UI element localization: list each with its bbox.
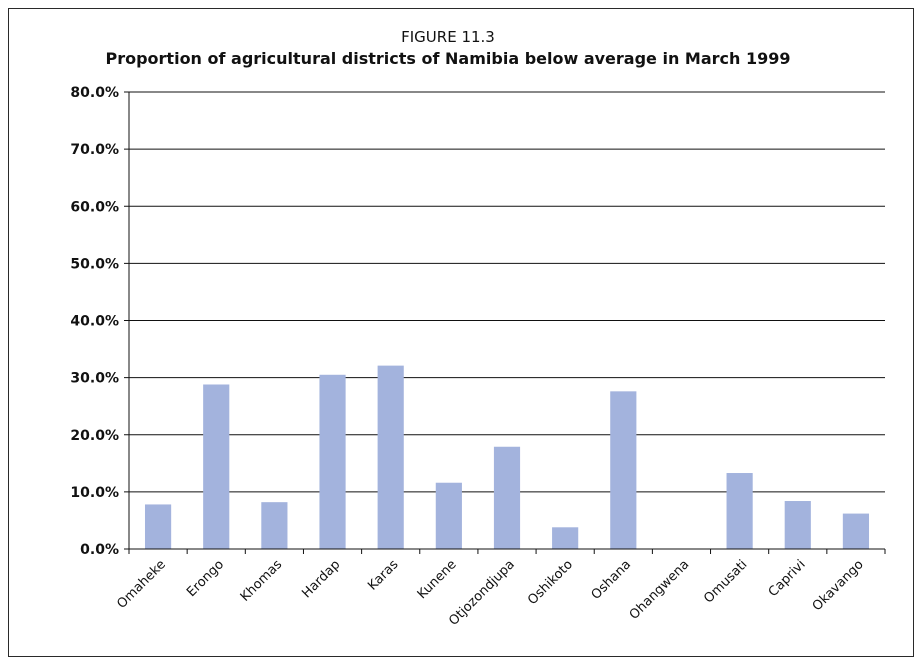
- x-axis: [128, 92, 886, 554]
- x-category-label: Omusati: [701, 557, 750, 606]
- bar: [144, 504, 172, 549]
- bar-chart: FIGURE 11.3 Proportion of agricultural d…: [70, 28, 886, 629]
- x-category-label: Omaheke: [114, 557, 169, 612]
- x-category-label: Ohangwena: [627, 557, 693, 623]
- x-axis-labels: Omaheke Erongo Khomas Hardap Karas KuneneOtjo…: [114, 557, 866, 629]
- bar: [261, 502, 288, 549]
- figure-frame: FIGURE 11.3 Proportion of agricultural d…: [8, 8, 914, 657]
- bar: [493, 446, 521, 549]
- y-tick-label: 20.0%: [70, 428, 119, 444]
- bar: [610, 391, 637, 549]
- y-tick-label: 70.0%: [70, 142, 119, 158]
- x-category-label: Oshana: [589, 557, 635, 603]
- x-category-label: Karas: [365, 557, 401, 593]
- bar: [435, 482, 462, 549]
- bar: [842, 513, 870, 549]
- gridlines: [129, 91, 885, 493]
- y-tick-label: 40.0%: [70, 314, 119, 330]
- y-tick-label: 80.0%: [70, 85, 119, 101]
- x-category-label: Oshikoto: [525, 557, 576, 608]
- x-category-label: Kunene: [415, 557, 460, 602]
- y-tick-label: 50.0%: [70, 256, 119, 272]
- x-category-label: Erongo: [184, 557, 227, 600]
- bars: [144, 365, 870, 549]
- x-category-label: Caprivi: [766, 557, 809, 600]
- y-tick-label: 30.0%: [70, 371, 119, 387]
- x-category-label: Okavango: [810, 557, 867, 614]
- bar: [552, 527, 579, 549]
- bar: [726, 473, 753, 549]
- y-axis-ticks: 0.0% 10.0% 20.0% 30.0% 40.0% 50.0% 60.0% 70.0% 8…: [70, 85, 129, 558]
- x-category-label: Khomas: [238, 557, 286, 605]
- bar: [319, 374, 346, 549]
- bar: [784, 501, 811, 549]
- figure-label: FIGURE 11.3: [401, 28, 495, 46]
- bar: [203, 384, 230, 549]
- y-tick-label: 10.0%: [70, 485, 119, 501]
- bar: [377, 365, 404, 549]
- y-tick-label: 0.0%: [80, 542, 119, 558]
- y-tick-label: 60.0%: [70, 199, 119, 215]
- x-category-label: Hardap: [299, 557, 343, 601]
- chart-title: Proportion of agricultural districts of …: [105, 49, 790, 68]
